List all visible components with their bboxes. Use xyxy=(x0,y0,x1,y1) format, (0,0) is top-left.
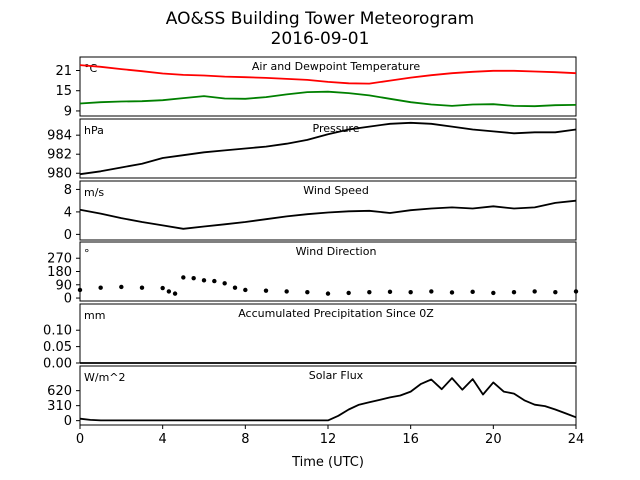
y-tick-label-3-1: 90 xyxy=(55,278,72,293)
point-3-0-14 xyxy=(263,288,269,293)
y-tick-label-2-0: 0 xyxy=(64,228,72,243)
panel-title-4: Accumulated Precipitation Since 0Z xyxy=(238,307,434,320)
panel-unit-0: °C xyxy=(84,62,98,75)
y-tick-label-3-2: 180 xyxy=(47,265,72,280)
chart-title: AO&SS Building Tower Meteorogram xyxy=(166,9,474,29)
point-3-0-7 xyxy=(181,275,186,280)
series-line-0-1 xyxy=(79,90,577,108)
point-3-0-13 xyxy=(243,287,248,293)
point-3-0-0 xyxy=(77,287,83,293)
point-3-0-26 xyxy=(511,289,517,295)
point-3-0-18 xyxy=(346,290,351,296)
panel-frame-1 xyxy=(79,118,577,179)
y-tick-label-0-0: 9 xyxy=(64,104,72,119)
panel-title-0: Air and Dewpoint Temperature xyxy=(252,60,420,73)
x-tick-label-1: 4 xyxy=(159,432,167,447)
point-3-0-28 xyxy=(553,289,558,295)
panel-1: Pressure hPa 980 982 984 xyxy=(47,118,577,182)
point-3-0-27 xyxy=(532,289,537,294)
y-tick-label-2-1: 4 xyxy=(64,205,72,220)
x-tick-label-0: 0 xyxy=(76,432,84,447)
x-tick-label-5: 20 xyxy=(485,432,502,447)
point-3-0-6 xyxy=(172,291,178,296)
point-3-0-10 xyxy=(212,278,217,284)
point-3-0-5 xyxy=(166,289,172,294)
panel-2: Wind Speed m/s 0 4 8 xyxy=(64,180,577,243)
panel-frame-0 xyxy=(79,56,577,117)
point-3-0-23 xyxy=(449,290,455,295)
panel-0: Air and Dewpoint Temperature °C 9 15 21 xyxy=(55,56,577,119)
y-tick-label-0-2: 21 xyxy=(55,64,72,79)
series-line-5-0 xyxy=(79,377,577,422)
series-line-1-0 xyxy=(79,121,577,176)
y-tick-label-3-3: 270 xyxy=(47,252,72,267)
x-axis-label: Time (UTC) xyxy=(291,455,364,470)
point-3-0-4 xyxy=(160,285,165,291)
panels: Air and Dewpoint Temperature °C 9 15 21 Press… xyxy=(43,56,585,447)
y-tick-label-1-2: 984 xyxy=(47,129,72,144)
x-tick-label-3: 12 xyxy=(320,432,337,447)
panel-unit-3: ° xyxy=(84,247,90,260)
point-3-0-12 xyxy=(232,285,238,290)
point-3-0-8 xyxy=(191,275,196,281)
point-3-0-20 xyxy=(387,289,393,295)
y-tick-label-4-0: 0.00 xyxy=(43,357,72,372)
point-3-0-11 xyxy=(222,281,227,286)
y-tick-label-3-0: 0 xyxy=(64,292,72,307)
point-3-0-9 xyxy=(201,278,207,283)
point-3-0-22 xyxy=(429,289,434,294)
point-3-0-21 xyxy=(408,289,413,295)
point-3-0-25 xyxy=(491,290,496,296)
point-3-0-3 xyxy=(139,285,145,290)
x-tick-label-2: 8 xyxy=(241,432,249,447)
point-3-0-15 xyxy=(284,289,289,294)
panel-title-5: Solar Flux xyxy=(309,369,364,382)
series-line-2-0 xyxy=(79,199,577,230)
point-3-0-24 xyxy=(470,289,475,295)
point-3-0-17 xyxy=(325,291,331,296)
chart-subtitle: 2016-09-01 xyxy=(271,29,370,49)
panel-unit-5: W/m^2 xyxy=(84,371,126,384)
point-3-0-19 xyxy=(367,289,372,295)
panel-4: Accumulated Precipitation Since 0Z mm 0.00… xyxy=(43,303,577,372)
point-3-0-1 xyxy=(98,285,103,290)
panel-unit-4: mm xyxy=(84,309,105,322)
x-tick-label-6: 24 xyxy=(568,432,585,447)
y-tick-label-2-2: 8 xyxy=(64,183,72,198)
y-tick-label-1-0: 980 xyxy=(47,167,72,182)
y-tick-label-4-1: 0.05 xyxy=(43,340,72,355)
y-tick-label-5-0: 0 xyxy=(64,414,72,429)
panel-title-1: Pressure xyxy=(313,122,360,135)
y-tick-label-0-1: 15 xyxy=(55,84,72,99)
y-tick-label-1-1: 982 xyxy=(47,148,72,163)
x-tick-label-4: 16 xyxy=(402,432,419,447)
point-3-0-16 xyxy=(305,289,310,295)
panel-title-2: Wind Speed xyxy=(303,184,369,197)
panel-unit-1: hPa xyxy=(84,124,104,137)
point-3-0-2 xyxy=(119,284,124,290)
point-3-0-29 xyxy=(573,289,579,294)
y-tick-label-5-1: 310 xyxy=(47,399,72,414)
panel-unit-2: m/s xyxy=(84,186,104,199)
series-line-0-0 xyxy=(79,64,577,85)
panel-title-3: Wind Direction xyxy=(296,245,377,258)
y-tick-label-4-2: 0.10 xyxy=(43,324,72,339)
y-tick-label-5-2: 620 xyxy=(47,384,72,399)
